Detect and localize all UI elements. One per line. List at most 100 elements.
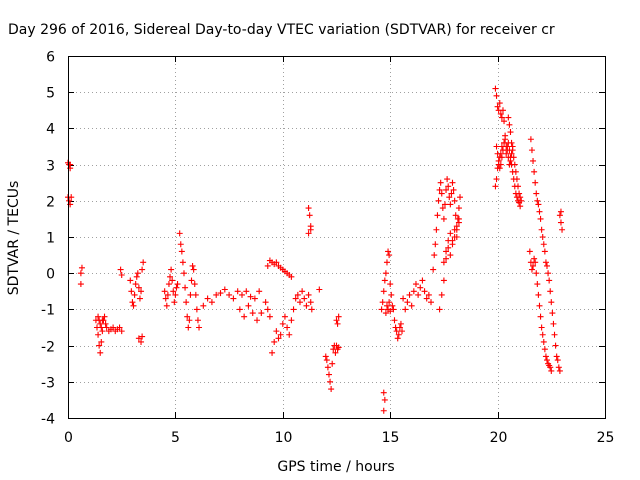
y-tick-label: 4 [46, 122, 55, 138]
data-point [190, 266, 197, 273]
data-point [129, 299, 136, 306]
data-point [455, 219, 462, 226]
data-point [329, 360, 336, 367]
data-point [540, 241, 547, 248]
data-point [546, 277, 553, 284]
data-point [450, 186, 457, 193]
data-point [503, 150, 510, 157]
data-point [171, 299, 178, 306]
data-point [182, 284, 189, 291]
data-point [382, 310, 389, 317]
data-point [273, 328, 280, 335]
data-point [196, 324, 203, 331]
data-point [236, 306, 243, 313]
data-point [185, 324, 192, 331]
data-point [284, 324, 291, 331]
data-point [77, 281, 84, 288]
data-point [434, 212, 441, 219]
data-points [65, 85, 566, 414]
data-point [251, 295, 258, 302]
data-point [247, 293, 254, 300]
data-point [447, 201, 454, 208]
data-point [433, 226, 440, 233]
data-point [530, 262, 537, 269]
data-point [208, 299, 215, 306]
data-point [425, 291, 432, 298]
data-point [138, 338, 145, 345]
data-point [277, 331, 284, 338]
data-point [438, 190, 445, 197]
data-point [380, 288, 387, 295]
data-point [417, 284, 424, 291]
data-point [533, 190, 540, 197]
y-tick-label: -2 [41, 340, 55, 356]
data-point [95, 313, 102, 320]
data-point [316, 286, 323, 293]
data-point [508, 139, 515, 146]
data-point [288, 273, 295, 280]
data-point [78, 264, 85, 271]
data-point [448, 190, 455, 197]
data-point [379, 299, 386, 306]
data-point [440, 215, 447, 222]
data-point [192, 291, 199, 298]
data-point [542, 353, 549, 360]
data-point [127, 277, 134, 284]
data-point [130, 302, 137, 309]
data-point [506, 121, 513, 128]
data-point [383, 259, 390, 266]
data-point [547, 288, 554, 295]
data-point [503, 143, 510, 150]
data-point [541, 248, 548, 255]
data-point [552, 342, 559, 349]
data-point [515, 183, 522, 190]
data-point [504, 147, 511, 154]
data-point [101, 313, 108, 320]
data-point [439, 205, 446, 212]
data-point [534, 197, 541, 204]
data-point [492, 85, 499, 92]
data-point [528, 266, 535, 273]
y-tick-label: 1 [46, 231, 55, 247]
data-point [139, 333, 146, 340]
data-point [555, 364, 562, 371]
x-tick-label: 20 [490, 430, 508, 446]
data-point [305, 205, 312, 212]
data-point [536, 302, 543, 309]
data-point [288, 317, 295, 324]
data-point [381, 277, 388, 284]
data-point [241, 313, 248, 320]
data-point [421, 288, 428, 295]
data-point [526, 248, 533, 255]
data-point [262, 299, 269, 306]
data-point [537, 215, 544, 222]
data-point [528, 147, 535, 154]
data-point [217, 290, 224, 297]
data-point [234, 288, 241, 295]
data-point [453, 223, 460, 230]
data-point [132, 281, 139, 288]
data-point [447, 230, 454, 237]
y-axis-title: SDTVAR / TECUs [6, 181, 22, 296]
data-point [436, 306, 443, 313]
data-point [533, 270, 540, 277]
data-point [419, 277, 426, 284]
data-point [541, 346, 548, 353]
data-point [266, 313, 273, 320]
data-point [116, 324, 123, 331]
data-point [556, 367, 563, 374]
data-point [527, 136, 534, 143]
data-point [385, 248, 392, 255]
data-point [226, 291, 233, 298]
data-point [322, 353, 329, 360]
data-point [378, 306, 385, 313]
data-point [408, 302, 415, 309]
data-point [307, 299, 314, 306]
data-point [281, 313, 288, 320]
data-point [444, 176, 451, 183]
data-point [495, 157, 502, 164]
data-point [443, 255, 450, 262]
data-point [557, 208, 564, 215]
data-point [440, 259, 447, 266]
